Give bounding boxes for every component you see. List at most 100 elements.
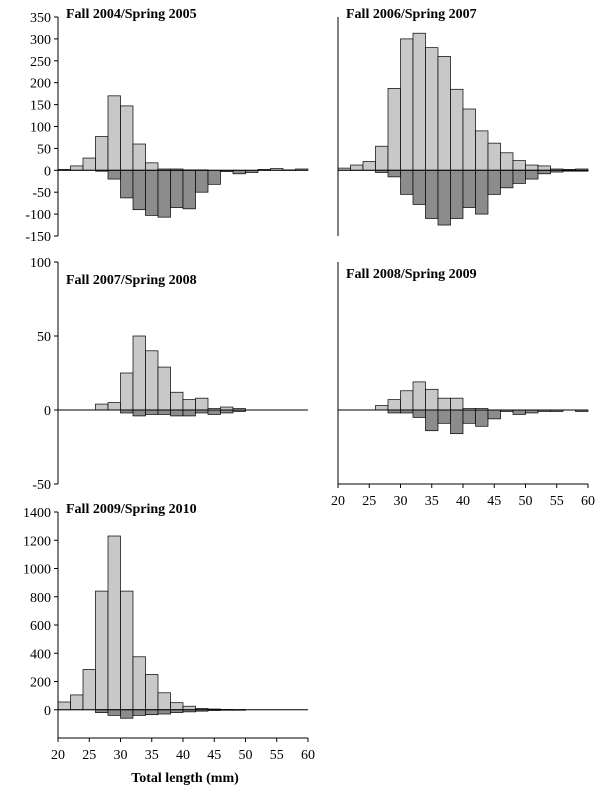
y-tick-label: 100 — [30, 256, 51, 271]
panel-2008-2009: 20 25 30 35 40 45 50 55 60 Fall 2008/Spring 2009 — [331, 262, 595, 509]
x-tick-label: 30 — [114, 748, 128, 763]
y-tick-label: -50 — [32, 478, 51, 493]
bar-fall — [120, 590, 134, 711]
x-tick-label: 60 — [581, 494, 595, 509]
bar-fall — [400, 390, 414, 411]
y-tick-label: 1000 — [23, 563, 51, 578]
y-tick-label: -100 — [25, 208, 51, 223]
bar-fall — [537, 165, 551, 171]
bar-fall — [500, 152, 514, 171]
bar-fall — [145, 674, 159, 711]
y-tick-label: 1200 — [23, 534, 51, 549]
bar-fall — [437, 56, 451, 171]
panel-title: Fall 2004/Spring 2005 — [66, 7, 197, 22]
bar-fall — [70, 165, 84, 171]
y-tick-label: -50 — [32, 186, 51, 201]
bar-spring — [182, 169, 196, 210]
y-tick-label: 200 — [30, 77, 51, 92]
bar-spring — [512, 409, 526, 415]
bar-fall — [70, 694, 84, 711]
bar-spring — [400, 169, 414, 195]
panel-2006-2007: Fall 2006/Spring 2007 — [337, 7, 589, 236]
panel-title: Fall 2006/Spring 2007 — [346, 7, 477, 22]
bar-fall — [120, 105, 134, 171]
bar-fall — [170, 391, 184, 411]
bar-fall — [387, 88, 401, 171]
bar-fall — [132, 335, 146, 411]
x-tick-label: 40 — [456, 494, 470, 509]
x-tick-label: 55 — [270, 748, 284, 763]
bar-spring — [475, 409, 489, 427]
bar-spring — [537, 169, 551, 175]
bar-spring — [132, 169, 146, 211]
y-tick-label: 1400 — [23, 506, 51, 521]
x-tick-label: 55 — [550, 494, 564, 509]
bar-fall — [182, 705, 196, 711]
bar-spring — [462, 409, 476, 424]
bar-fall — [512, 160, 526, 171]
bar-fall — [375, 145, 389, 171]
bar-fall — [82, 157, 96, 171]
bar-spring — [132, 709, 146, 716]
bar-fall — [195, 397, 209, 411]
x-tick-label: 60 — [301, 748, 315, 763]
bar-fall — [350, 164, 364, 171]
bar-spring — [170, 169, 184, 208]
y-tick-label: -150 — [25, 230, 51, 245]
bar-spring — [487, 409, 501, 420]
y-tick-label: 50 — [37, 330, 51, 345]
bar-fall — [400, 38, 414, 171]
bar-spring — [120, 169, 134, 199]
y-tick-label: 350 — [30, 11, 51, 26]
bar-spring — [145, 409, 159, 415]
bar-spring — [525, 169, 539, 180]
bar-spring — [450, 169, 464, 219]
panel-2009-2010: 1400 1200 1000 800 600 400 200 0 20 25 30 35 40 45 50 5… — [23, 502, 315, 763]
y-tick-label: 150 — [30, 99, 51, 114]
bar-fall — [525, 164, 539, 171]
bar-fall — [375, 405, 389, 411]
x-tick-label: 25 — [82, 748, 96, 763]
bar-spring — [207, 409, 221, 415]
bar-fall — [462, 108, 476, 171]
bar-spring — [437, 409, 451, 424]
y-tick-label: 0 — [44, 704, 51, 719]
bar-spring — [145, 169, 159, 216]
bar-spring — [387, 169, 401, 178]
bar-fall — [57, 701, 71, 711]
bar-fall — [95, 403, 109, 411]
bar-spring — [425, 409, 439, 432]
bar-spring — [145, 709, 159, 716]
panel-2004-2005: 350 300 250 200 150 100 50 0 -50 -100 -150 Fall 200… — [25, 7, 309, 245]
bar-fall — [132, 143, 146, 171]
bar-fall — [412, 32, 426, 171]
bar-spring — [182, 409, 196, 417]
bar-spring — [450, 409, 464, 435]
bar-spring — [195, 169, 209, 193]
y-tick-label: 0 — [44, 164, 51, 179]
y-tick-label: 600 — [30, 619, 51, 634]
x-tick-label: 35 — [145, 748, 159, 763]
bar-spring — [132, 409, 146, 417]
bar-fall — [145, 350, 159, 411]
y-tick-label: 200 — [30, 676, 51, 691]
panel-title: Fall 2008/Spring 2009 — [346, 267, 477, 282]
x-tick-label: 25 — [362, 494, 376, 509]
bar-fall — [475, 130, 489, 171]
bar-spring — [475, 169, 489, 215]
bar-spring — [120, 709, 134, 719]
bar-spring — [170, 409, 184, 417]
bar-spring — [500, 169, 514, 189]
bar-fall — [450, 397, 464, 411]
bar-spring — [232, 169, 246, 175]
x-tick-label: 45 — [207, 748, 221, 763]
bar-fall — [425, 47, 439, 171]
x-tick-label: 50 — [519, 494, 533, 509]
x-tick-label: 30 — [394, 494, 408, 509]
bar-fall — [145, 162, 159, 171]
x-axis-title: Total length (mm) — [131, 771, 239, 786]
bar-fall — [450, 88, 464, 171]
y-tick-label: 300 — [30, 33, 51, 48]
bar-fall — [107, 535, 121, 711]
